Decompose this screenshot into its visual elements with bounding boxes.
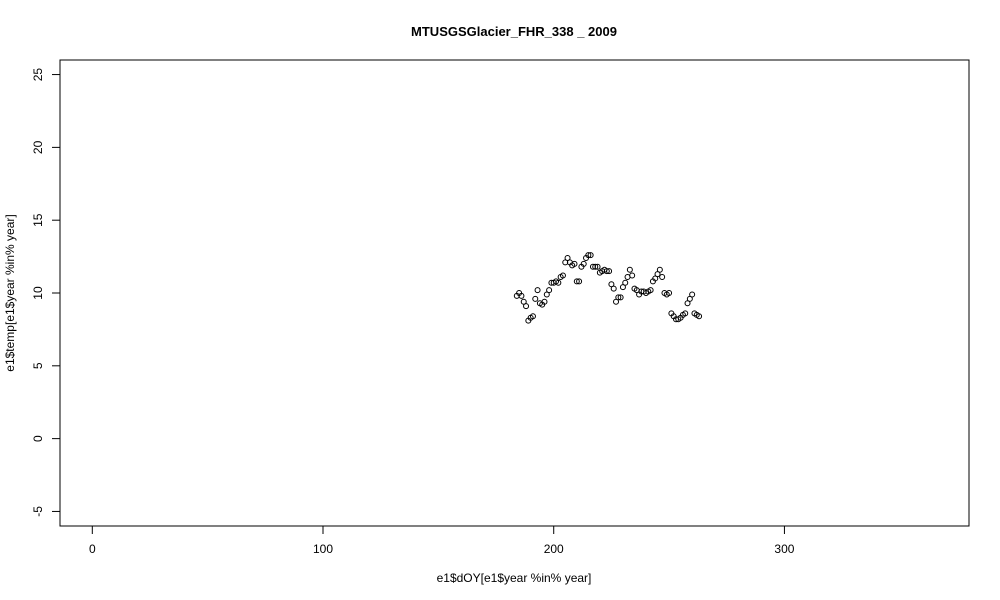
y-tick-label: 20	[31, 140, 45, 154]
x-tick-label: 0	[89, 542, 96, 556]
data-point	[689, 291, 696, 298]
data-point	[594, 263, 601, 270]
data-point	[626, 266, 633, 273]
y-tick-label: 15	[31, 213, 45, 227]
data-point	[532, 295, 539, 302]
data-point	[555, 279, 562, 286]
data-point	[523, 303, 530, 310]
data-point	[666, 290, 673, 296]
y-tick-label: 10	[31, 286, 45, 300]
data-point	[546, 287, 553, 294]
data-point	[656, 266, 663, 273]
data-point	[617, 294, 624, 301]
data-point	[592, 263, 599, 270]
data-point	[615, 294, 622, 301]
y-axis-label: e1$temp[e1$year %in% year]	[3, 214, 17, 371]
data-point	[534, 287, 541, 294]
data-point	[629, 272, 636, 279]
data-point	[585, 252, 592, 259]
data-point	[541, 298, 548, 305]
data-point	[573, 278, 580, 285]
x-tick-label: 200	[544, 542, 564, 556]
data-point	[647, 287, 654, 294]
x-axis: 0 100 200 300	[89, 525, 795, 556]
y-tick-label: 0	[31, 435, 45, 442]
data-point	[696, 313, 703, 320]
data-point	[622, 279, 629, 286]
data-point	[603, 268, 610, 275]
data-point	[610, 285, 617, 292]
x-tick-label: 100	[313, 542, 333, 556]
data-point	[659, 273, 666, 280]
data-point	[580, 260, 587, 267]
data-point	[587, 252, 594, 259]
data-point	[559, 272, 566, 279]
data-point	[606, 268, 613, 275]
y-axis: -5 0 5 10 15 20 25	[31, 68, 61, 517]
data-point	[571, 260, 578, 267]
data-point	[576, 278, 583, 285]
chart-title: MTUSGSGlacier_FHR_338 _ 2009	[411, 24, 617, 39]
data-points	[513, 252, 703, 324]
x-axis-label: e1$dOY[e1$year %in% year]	[437, 571, 592, 585]
y-tick-label: 25	[31, 68, 45, 82]
x-tick-label: 300	[774, 542, 794, 556]
data-point	[682, 310, 689, 317]
y-tick-label: -5	[31, 506, 45, 517]
data-point	[518, 292, 525, 299]
data-point	[529, 313, 536, 320]
y-tick-label: 5	[31, 362, 45, 369]
